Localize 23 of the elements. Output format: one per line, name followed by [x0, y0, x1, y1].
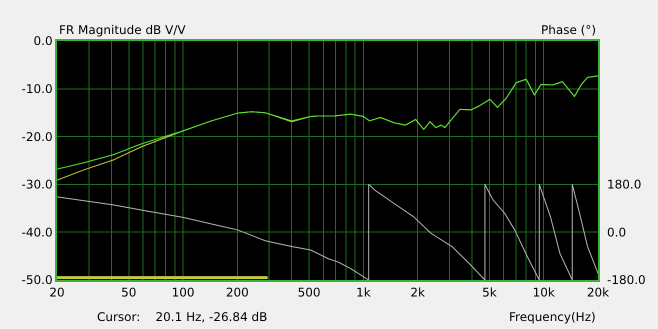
y-tick-label: -30.0 [22, 178, 53, 192]
x-tick-label: 10k [532, 285, 555, 300]
y2-axis-title: Phase (°) [541, 23, 596, 37]
x-tick-label: 1k [356, 285, 371, 300]
x-tick-label: 200 [226, 285, 249, 300]
y-tick-label: 0.0 [34, 34, 53, 48]
x-tick-label: 20 [49, 285, 65, 300]
x-tick-label: 100 [172, 285, 195, 300]
y-tick-label: -40.0 [22, 225, 53, 240]
y2-tick-label: 180.0 [607, 178, 642, 192]
x-axis-title: Frequency(Hz) [509, 310, 596, 324]
y-tick-label: -10.0 [22, 82, 53, 96]
x-tick-label: 20k [586, 285, 610, 300]
y2-tick-label: -180.0 [607, 273, 646, 288]
x-tick-label: 2k [410, 285, 426, 300]
text: Cursor: 20.1 Hz, -26.84 dB [97, 310, 268, 324]
x-tick-label: 500 [298, 285, 321, 300]
y2-tick-label: 0.0 [607, 225, 626, 240]
x-tick-label: 50 [121, 285, 136, 300]
y-tick-label: -20.0 [22, 130, 53, 144]
y-tick-label: -50.0 [22, 273, 53, 288]
y-axis-title: FR Magnitude dB V/V [59, 23, 186, 37]
x-tick-label: 5k [482, 285, 497, 300]
